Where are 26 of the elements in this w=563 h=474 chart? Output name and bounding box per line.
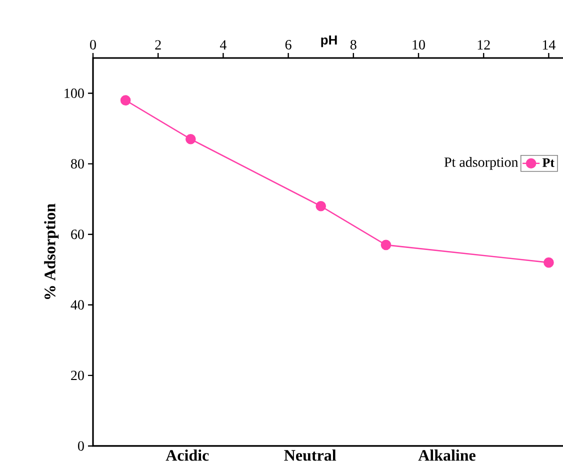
- point: [120, 95, 131, 106]
- x-tick-label: 6: [285, 40, 292, 50]
- y-tick-label: 60: [71, 230, 84, 240]
- y-tick-label: 40: [70, 300, 84, 310]
- x-tick-label: 2: [155, 40, 161, 50]
- y-tick-label: 80: [71, 159, 84, 169]
- y-tick-label: 20: [71, 370, 84, 380]
- x-axis-title: pH: [321, 36, 337, 48]
- x-tick-label: 14: [542, 40, 556, 50]
- y-tick-label: 0: [78, 441, 84, 451]
- text: Neutral: [284, 450, 336, 461]
- y-axis-title: % Adsorption: [44, 204, 59, 300]
- legend-title: Pt adsorption: [444, 157, 518, 170]
- point: [186, 134, 196, 144]
- point: [380, 240, 392, 250]
- x-tick-label: 0: [90, 40, 96, 50]
- text: Alkaline: [418, 450, 476, 461]
- y-tick-label: 100: [64, 88, 84, 98]
- point: [544, 257, 554, 268]
- x-tick-label: 4: [220, 40, 226, 50]
- x-tick-label: 10: [412, 40, 425, 50]
- x-tick-label: 12: [478, 40, 490, 50]
- text: Acidic: [166, 450, 209, 461]
- point: [316, 200, 326, 212]
- x-tick-label: 8: [350, 40, 356, 50]
- legend-label: Pt: [542, 158, 554, 168]
